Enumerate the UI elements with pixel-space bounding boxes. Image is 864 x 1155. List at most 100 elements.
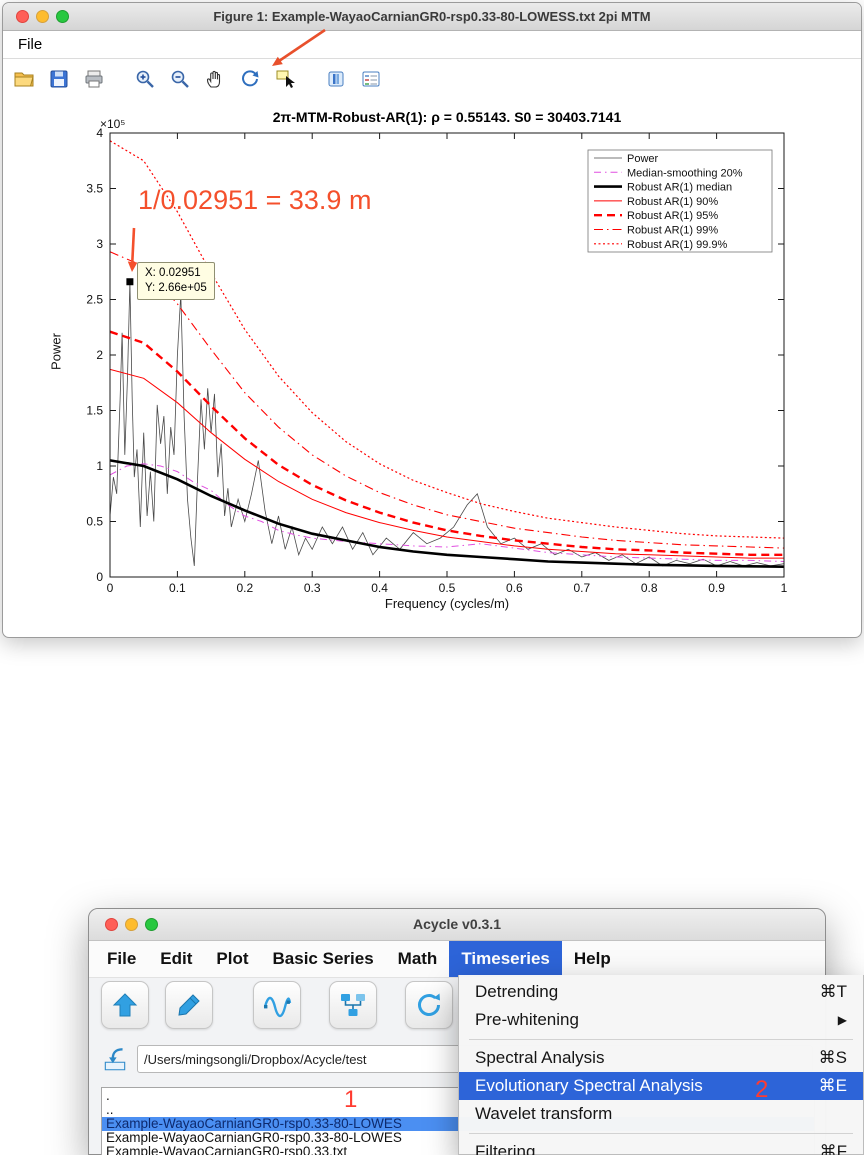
menu-item-detrending[interactable]: Detrending ⌘T [459, 978, 863, 1006]
y-tick-label: 0.5 [86, 515, 103, 529]
figure-menubar: File [3, 31, 861, 59]
refresh-icon [418, 993, 440, 1016]
open-file-button[interactable] [9, 64, 39, 94]
datatip-x-value: X: 0.02951 [145, 267, 201, 279]
zoom-in-icon [136, 70, 154, 88]
submenu-arr-icon: ▶ [837, 1013, 847, 1027]
legend-entry: Median-smoothing 20% [627, 167, 743, 179]
timeseries-menu: Detrending ⌘T Pre-whitening ▶ Spectral Analy… [458, 975, 864, 1155]
zoom-in-button[interactable] [130, 64, 160, 94]
minimize-button[interactable] [36, 10, 49, 23]
insert-legend-button[interactable] [356, 64, 386, 94]
series-robust95 [109, 330, 784, 556]
edit-pencil-icon [178, 994, 200, 1016]
y-axis-multiplier: ×10⁵ [100, 117, 126, 131]
save-to-folder-icon[interactable] [101, 1045, 129, 1073]
zoom-out-button[interactable] [165, 64, 195, 94]
menu-edit[interactable]: Edit [160, 949, 193, 968]
menu-timeseries[interactable]: Timeseries [449, 941, 562, 977]
menu-math[interactable]: Math [397, 949, 438, 968]
datatip[interactable]: X: 0.02951 Y: 2.66e+05 [137, 262, 215, 300]
menu-plot[interactable]: Plot [216, 949, 249, 968]
save-button[interactable] [44, 64, 74, 94]
basic-series-button[interactable] [329, 981, 377, 1029]
pan-button[interactable] [200, 64, 230, 94]
figure-window-title: Figure 1: Example-WayaoCarnianGR0-rsp0.3… [213, 9, 651, 24]
data-cursor-button[interactable] [270, 64, 300, 94]
data-cursor-icon [276, 70, 295, 88]
x-axis-label: Frequency (cycles/m) [384, 596, 510, 611]
close-button[interactable] [105, 918, 118, 931]
menu-item-label: Evolutionary Spectral Analysis [475, 1076, 703, 1095]
legend-entry: Robust AR(1) 99% [627, 225, 718, 237]
menu-file[interactable]: File [107, 949, 137, 968]
series-robust90 [109, 368, 784, 559]
acycle-window-title: Acycle v0.3.1 [413, 916, 501, 932]
menu-item-shortcut: ⌘F [819, 1142, 847, 1155]
menu-item-label: Pre-whitening [475, 1010, 579, 1029]
menu-item-wavelet-transform[interactable]: Wavelet transform [459, 1100, 863, 1128]
menu-basic-series[interactable]: Basic Series [272, 949, 374, 968]
x-tick-label: 0.4 [371, 581, 388, 595]
legend-entry: Power [627, 153, 659, 165]
y-axis-label: Power [48, 333, 64, 370]
zoom-window-button[interactable] [56, 10, 69, 23]
insert-colorbar-button[interactable] [321, 64, 351, 94]
list-item[interactable]: Example-WayaoCarnianGR0-rsp0.33-80-LOWES [106, 1130, 402, 1145]
nav-up-button[interactable] [101, 981, 149, 1029]
menu-file[interactable]: File [18, 36, 43, 53]
list-item[interactable]: Example-WayaoCarnianGR0-rsp0.33.txt [106, 1144, 348, 1155]
x-tick-label: 1 [781, 581, 788, 595]
rotate-3d-button[interactable] [235, 64, 265, 94]
edit-button[interactable] [165, 981, 213, 1029]
menu-item-pre-whitening[interactable]: Pre-whitening ▶ [459, 1006, 863, 1034]
series-tree-icon [341, 994, 365, 1016]
menu-item-label: Filtering [475, 1142, 536, 1155]
figure-window: Figure 1: Example-WayaoCarnianGR0-rsp0.3… [2, 2, 862, 638]
menu-help[interactable]: Help [573, 949, 611, 968]
y-tick-label: 1.5 [86, 404, 103, 418]
data-point-marker[interactable] [126, 278, 134, 286]
legend-entry: Robust AR(1) 90% [627, 196, 718, 208]
x-tick-label: 0.9 [708, 581, 725, 595]
y-tick-label: 0 [96, 570, 103, 584]
legend-icon [362, 71, 380, 87]
x-tick-label: 0.7 [573, 581, 590, 595]
datatip-y-value: Y: 2.66e+05 [145, 281, 207, 294]
pan-hand-icon [206, 70, 221, 88]
series-median_smoothing [109, 463, 785, 562]
print-button[interactable] [79, 64, 109, 94]
step-annotation-2: 2 [755, 1076, 769, 1103]
zoom-out-icon [171, 70, 189, 88]
peak-period-annotation: 1/0.02951 = 33.9 m [138, 185, 372, 215]
refresh-button[interactable] [405, 981, 453, 1029]
y-tick-label: 4 [96, 126, 103, 140]
menu-separator [459, 1034, 863, 1044]
menu-item-label: Wavelet transform [475, 1104, 613, 1123]
menu-item-spectral-analysis[interactable]: Spectral Analysis ⌘S [459, 1044, 863, 1072]
series-power [109, 281, 785, 567]
chart-title: 2π-MTM-Robust-AR(1): ρ = 0.55143. S0 = 3… [272, 109, 622, 125]
x-tick-label: 0 [107, 581, 114, 595]
plot-button[interactable] [253, 981, 301, 1029]
close-button[interactable] [16, 10, 29, 23]
list-item[interactable]: .. [106, 1102, 114, 1117]
y-tick-label: 3 [96, 237, 103, 251]
step-annotation-1: 1 [344, 1086, 358, 1113]
spectrum-chart: 0 0.1 0.2 0.3 0.4 0.5 0.6 0.7 0.8 0.9 1 0 0.5 1 1.5 2 2.… [86, 126, 788, 595]
x-tick-label: 0.5 [439, 581, 456, 595]
minimize-button[interactable] [125, 918, 138, 931]
x-tick-label: 0.2 [236, 581, 253, 595]
list-item[interactable]: . [106, 1088, 110, 1103]
menu-item-evolutionary-spectral-analysis[interactable]: Evolutionary Spectral Analysis ⌘E [459, 1072, 863, 1100]
y-tick-label: 1 [96, 459, 103, 473]
zoom-window-button[interactable] [145, 918, 158, 931]
acycle-titlebar[interactable]: Acycle v0.3.1 [89, 909, 825, 941]
series-robust999 [109, 140, 785, 539]
menu-item-filtering[interactable]: Filtering ⌘F [459, 1138, 863, 1155]
legend-entry: Robust AR(1) 95% [627, 210, 718, 222]
legend-entry: Robust AR(1) median [627, 182, 732, 194]
figure-titlebar[interactable]: Figure 1: Example-WayaoCarnianGR0-rsp0.3… [3, 3, 861, 31]
figure-toolbar [3, 59, 861, 99]
